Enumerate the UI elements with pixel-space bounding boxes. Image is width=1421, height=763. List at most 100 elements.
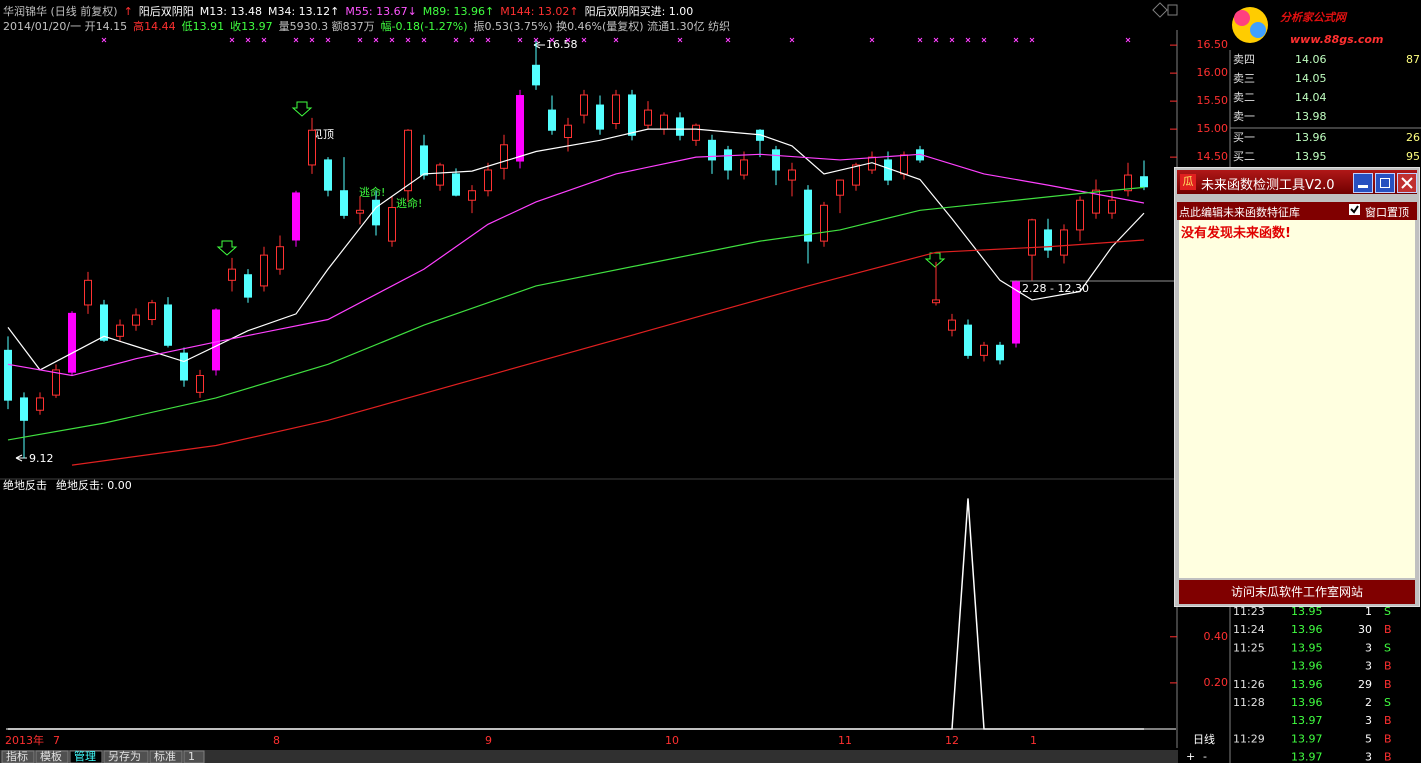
tab-label[interactable]: 管理 — [74, 749, 96, 763]
signal-mark — [517, 37, 523, 43]
candle-body — [20, 397, 28, 421]
moving-average — [7, 153, 1145, 377]
candle-body — [228, 268, 236, 281]
corner-button[interactable]: + — [1186, 750, 1195, 763]
month-label: 9 — [485, 734, 492, 747]
signal-mark — [373, 37, 379, 43]
dialog-toolbar: 点此编辑未来函数特征库 窗口置顶 — [1177, 202, 1417, 220]
dialog-icon: 瓜 — [1180, 174, 1196, 190]
trade-side: B — [1384, 660, 1392, 673]
candle-body — [580, 94, 588, 116]
trade-side: B — [1384, 732, 1392, 745]
signal-mark — [325, 37, 331, 43]
tab-label[interactable]: 指标 — [6, 749, 28, 763]
candle-body — [276, 246, 284, 270]
candle-body — [804, 189, 812, 242]
candle-body — [372, 199, 380, 226]
signal-mark — [485, 37, 491, 43]
candle-body — [1076, 199, 1084, 231]
candle-body — [548, 109, 556, 131]
signal-mark — [1029, 37, 1035, 43]
signal-mark — [949, 37, 955, 43]
candle-body — [180, 352, 188, 381]
signal-mark — [389, 37, 395, 43]
book-price: 13.95 — [1295, 150, 1327, 163]
month-label: 8 — [273, 734, 280, 747]
header-item: M34: 13.12↑ — [267, 5, 340, 18]
signal-mark — [1013, 37, 1019, 43]
signal-mark — [869, 37, 875, 43]
candle-body — [148, 302, 156, 321]
trade-time: 11:24 — [1233, 623, 1265, 636]
candle-body — [260, 254, 268, 287]
signal-mark — [965, 37, 971, 43]
close-button[interactable] — [1397, 173, 1417, 193]
tab-label[interactable]: 标准 — [154, 749, 176, 763]
tab — [183, 750, 205, 763]
candle-body — [740, 159, 748, 176]
candle-body — [468, 190, 476, 201]
candle-body — [1092, 189, 1100, 214]
header-item: 收13.97 — [230, 20, 273, 33]
book-label: 买一 — [1233, 131, 1255, 144]
trade-side: S — [1384, 696, 1391, 709]
candle-body — [692, 124, 700, 141]
candle-body — [1012, 281, 1020, 344]
trade-volume: 3 — [1365, 660, 1372, 673]
candle-body — [852, 164, 860, 186]
candle-body — [52, 369, 60, 396]
trade-price: 13.97 — [1291, 714, 1323, 727]
minimize-button[interactable] — [1353, 173, 1373, 193]
book-price: 14.04 — [1295, 91, 1327, 104]
tab-label[interactable]: 另存为 — [108, 749, 141, 763]
trade-price: 13.96 — [1291, 623, 1323, 636]
candle-body — [1060, 229, 1068, 256]
signal-mark — [565, 37, 571, 43]
signal-mark — [981, 37, 987, 43]
header-item: 阳后双阴阳 — [138, 5, 194, 18]
candle-body — [996, 344, 1004, 361]
tab-label[interactable]: 1 — [188, 750, 195, 763]
window-button[interactable] — [1167, 4, 1178, 16]
candle-body — [676, 117, 684, 136]
close-icon — [1401, 177, 1413, 189]
dialog-titlebar: 瓜 未来函数检测工具V2.0 — [1177, 170, 1417, 194]
trade-volume: 1 — [1365, 605, 1372, 618]
signal-arrow — [216, 240, 238, 256]
trade-volume: 3 — [1365, 641, 1372, 654]
signal-arrow — [924, 252, 946, 268]
candle-body — [1028, 219, 1036, 256]
trade-volume: 5 — [1365, 732, 1372, 745]
trade-time: 11:28 — [1233, 696, 1265, 709]
trade-price: 13.97 — [1291, 751, 1323, 763]
book-volume: 95 — [1406, 150, 1420, 163]
signal-mark — [357, 37, 363, 43]
trade-volume: 29 — [1358, 678, 1372, 691]
candle-body — [324, 159, 332, 191]
candle-body — [484, 169, 492, 192]
dialog-footer[interactable]: 访问末瓜软件工作室网站 — [1179, 580, 1415, 604]
trade-price: 13.95 — [1291, 641, 1323, 654]
edit-link[interactable]: 点此编辑未来函数特征库 — [1179, 206, 1300, 219]
year-label: 2013年 — [5, 733, 44, 747]
candle-body — [404, 129, 412, 192]
signal-mark — [261, 37, 267, 43]
month-label: 11 — [838, 734, 852, 747]
window-button[interactable] — [1152, 2, 1168, 18]
dialog-title: 未来函数检测工具V2.0 — [1201, 178, 1335, 193]
candle-body — [308, 129, 316, 166]
corner-button[interactable]: - — [1203, 750, 1207, 763]
maximize-button[interactable] — [1375, 173, 1395, 193]
book-price: 13.96 — [1295, 131, 1327, 144]
candle-body — [516, 95, 524, 162]
checkbox[interactable] — [1349, 204, 1360, 215]
trade-time: 11:26 — [1233, 678, 1265, 691]
tab-label[interactable]: 模板 — [40, 749, 62, 763]
candle-body — [1108, 199, 1116, 214]
indicator-line — [8, 498, 1144, 730]
candle-body — [1124, 174, 1132, 192]
trade-side: S — [1384, 641, 1391, 654]
signal-mark — [1125, 37, 1131, 43]
x-axis-bar — [0, 733, 1176, 748]
header-item: 2014/01/20/一 开14.15 — [3, 20, 128, 33]
